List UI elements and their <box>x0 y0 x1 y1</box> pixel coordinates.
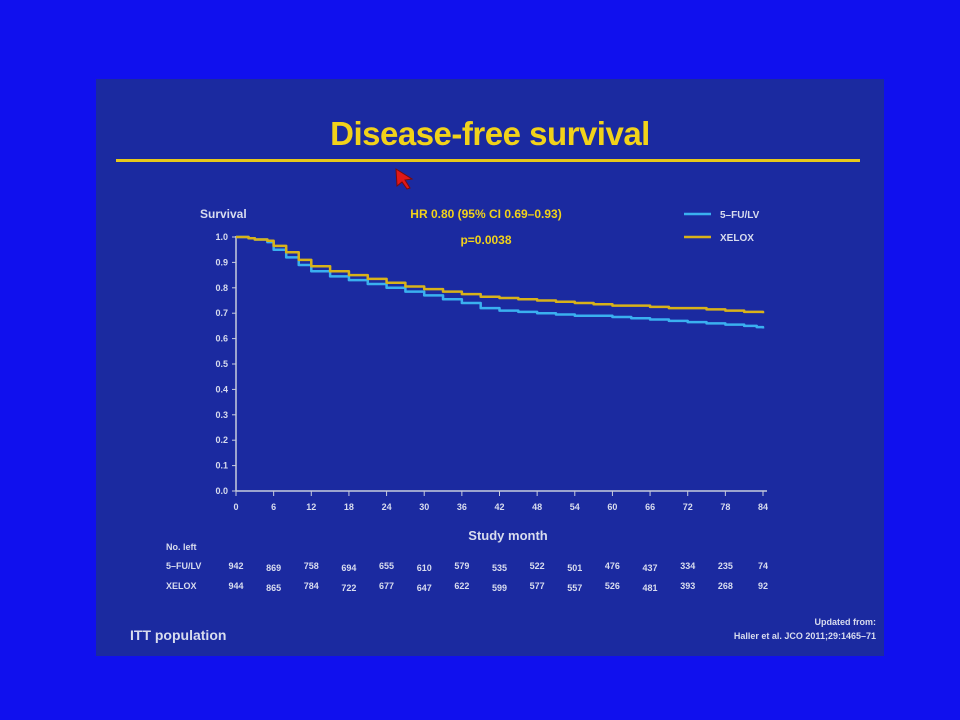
at-risk-row-label: XELOX <box>166 581 197 591</box>
x-tick-label: 24 <box>382 502 392 512</box>
legend-label-xelox: XELOX <box>720 233 754 244</box>
at-risk-value: 599 <box>492 583 507 593</box>
series-group <box>236 235 765 329</box>
x-tick-label: 84 <box>758 502 768 512</box>
hazard-ratio-annotation: HR 0.80 (95% CI 0.69–0.93) <box>410 207 561 221</box>
at-risk-value: 622 <box>454 581 469 591</box>
at-risk-value: 268 <box>718 581 733 591</box>
at-risk-value: 476 <box>605 561 620 571</box>
slide-title: Disease-free survival <box>330 115 650 152</box>
at-risk-value: 758 <box>304 561 319 571</box>
x-tick-label: 66 <box>645 502 655 512</box>
at-risk-value: 577 <box>530 581 545 591</box>
footer-citation: Updated from: Haller et al. JCO 2011;29:… <box>734 615 876 643</box>
y-axis-title: Survival <box>200 207 247 221</box>
x-tick-label: 42 <box>494 502 504 512</box>
x-tick-label: 78 <box>720 502 730 512</box>
p-value-annotation: p=0.0038 <box>460 233 511 247</box>
at-risk-value: 535 <box>492 563 507 573</box>
at-risk-value: 942 <box>228 561 243 571</box>
at-risk-value: 677 <box>379 581 394 591</box>
x-tick-label: 0 <box>233 502 238 512</box>
x-tick-label: 54 <box>570 502 580 512</box>
legend-label-5fu: 5–FU/LV <box>720 210 760 221</box>
at-risk-value: 610 <box>417 563 432 573</box>
y-tick-label: 0.8 <box>215 283 228 293</box>
series-line-xelox <box>236 235 765 314</box>
slide-panel: Disease-free survival 1.0 0.9 0.8 0.7 0.6 0.5… <box>96 79 884 656</box>
at-risk-value: 647 <box>417 583 432 593</box>
citation-line-1: Updated from: <box>814 617 877 627</box>
x-tick-group: 0 6 12 18 24 30 36 42 48 54 60 66 72 78 84 <box>233 491 768 512</box>
footer-population-label: ITT population <box>130 627 227 643</box>
x-tick-label: 18 <box>344 502 354 512</box>
x-tick-label: 6 <box>271 502 276 512</box>
y-tick-label: 0.5 <box>215 359 228 369</box>
x-tick-label: 60 <box>607 502 617 512</box>
at-risk-value: 694 <box>341 563 356 573</box>
at-risk-value: 722 <box>341 583 356 593</box>
y-tick-label: 0.0 <box>215 486 228 496</box>
series-line-5fu-lv <box>236 235 765 329</box>
survival-chart: 1.0 0.9 0.8 0.7 0.6 0.5 0.4 0.3 0.2 0.1 0.0 0 6 12 18… <box>166 207 768 593</box>
y-tick-label: 0.4 <box>215 384 228 394</box>
at-risk-value: 92 <box>758 581 768 591</box>
x-axis-title: Study month <box>468 528 547 543</box>
at-risk-value: 655 <box>379 561 394 571</box>
citation-line-2: Haller et al. JCO 2011;29:1465–71 <box>733 631 876 641</box>
at-risk-value: 235 <box>718 561 733 571</box>
at-risk-value: 481 <box>643 583 658 593</box>
at-risk-value: 74 <box>758 561 768 571</box>
at-risk-value: 393 <box>680 581 695 591</box>
at-risk-row-label: 5–FU/LV <box>166 561 201 571</box>
at-risk-value: 944 <box>228 581 243 591</box>
at-risk-value: 437 <box>643 563 658 573</box>
y-tick-label: 1.0 <box>215 232 228 242</box>
title-divider <box>116 159 860 162</box>
legend: 5–FU/LV XELOX <box>684 210 760 244</box>
y-tick-label: 0.9 <box>215 257 228 267</box>
at-risk-header: No. left <box>166 542 197 552</box>
at-risk-value: 865 <box>266 583 281 593</box>
x-tick-label: 36 <box>457 502 467 512</box>
at-risk-value: 522 <box>530 561 545 571</box>
at-risk-value: 869 <box>266 563 281 573</box>
y-tick-label: 0.3 <box>215 410 228 420</box>
at-risk-values: 942 869 758 694 655 610 579 535 522 501 476 437 334 2… <box>228 561 768 593</box>
at-risk-value: 526 <box>605 581 620 591</box>
y-tick-label: 0.6 <box>215 334 228 344</box>
at-risk-table: No. left 5–FU/LV XELOX 942 869 758 694 655 61… <box>166 542 768 593</box>
x-tick-label: 30 <box>419 502 429 512</box>
x-tick-label: 48 <box>532 502 542 512</box>
at-risk-value: 579 <box>454 561 469 571</box>
y-tick-label: 0.7 <box>215 308 228 318</box>
x-tick-label: 72 <box>683 502 693 512</box>
arrow-cursor-icon <box>395 168 414 190</box>
y-tick-label: 0.1 <box>215 461 228 471</box>
at-risk-value: 557 <box>567 583 582 593</box>
x-tick-label: 12 <box>306 502 316 512</box>
y-tick-group: 1.0 0.9 0.8 0.7 0.6 0.5 0.4 0.3 0.2 0.1 0.0 <box>215 232 236 496</box>
at-risk-value: 784 <box>304 581 319 591</box>
y-tick-label: 0.2 <box>215 435 228 445</box>
at-risk-value: 334 <box>680 561 695 571</box>
at-risk-value: 501 <box>567 563 582 573</box>
